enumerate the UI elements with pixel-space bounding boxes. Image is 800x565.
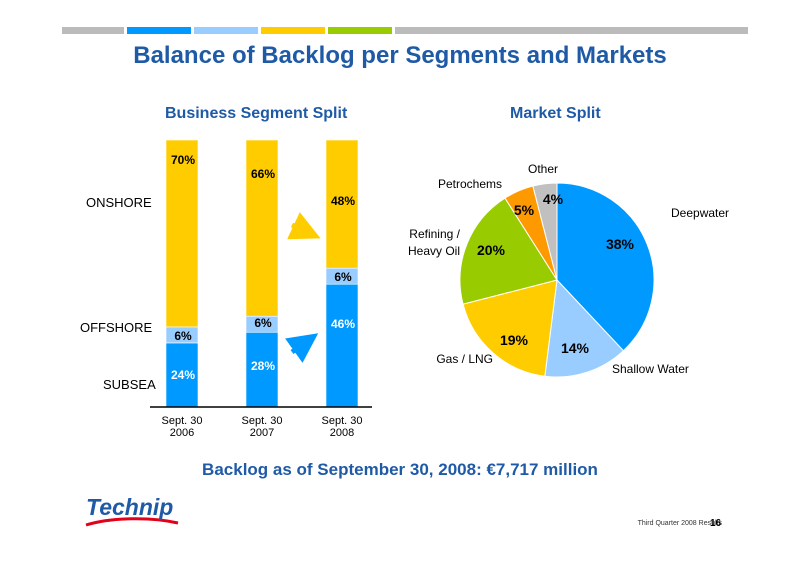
pie-name-label-2-0: Gas / LNG xyxy=(436,352,493,366)
x-tick-label-0-1: 2006 xyxy=(170,427,194,439)
bar-label-onshore-0: 70% xyxy=(171,153,195,167)
x-tick-label-2-0: Sept. 30 xyxy=(322,415,363,427)
pie-value-label-2: 19% xyxy=(500,332,529,348)
x-tick-label-0-0: Sept. 30 xyxy=(162,415,203,427)
bar-label-offshore-2: 6% xyxy=(334,270,352,284)
bar-label-onshore-1: 66% xyxy=(251,167,275,181)
pie-slice-other xyxy=(532,182,558,281)
page-title: Balance of Backlog per Segments and Mark… xyxy=(133,42,667,69)
bar-segment-gray-long xyxy=(395,27,748,34)
subsea-label: SUBSEA xyxy=(103,377,156,392)
market-split-title: Market Split xyxy=(510,105,601,122)
bar-label-offshore-1: 6% xyxy=(254,316,272,330)
bar-subsea-2 xyxy=(325,283,359,408)
pie-value-label-3: 20% xyxy=(477,242,506,258)
technip-logo: Technip xyxy=(82,493,182,534)
bar-label-onshore-2: 48% xyxy=(331,194,355,208)
bar-segment-green xyxy=(328,27,392,34)
pie-slice-deepwater xyxy=(556,182,655,352)
bar-label-subsea-1: 28% xyxy=(251,359,275,373)
pie-slice-gas-lng xyxy=(462,279,558,377)
onshore-trend-arrow-icon xyxy=(287,212,321,240)
onshore-label: ONSHORE xyxy=(86,195,152,210)
pie-name-label-5-0: Other xyxy=(528,162,558,176)
pie-value-label-0: 38% xyxy=(606,236,635,252)
bar-segment-gray xyxy=(62,27,124,34)
bar-onshore-0 xyxy=(165,139,199,328)
bar-segment-lightblue xyxy=(194,27,258,34)
pie-value-label-1: 14% xyxy=(561,340,590,356)
header-color-bar xyxy=(62,27,748,34)
footer-text: Third Quarter 2008 Results xyxy=(637,520,722,527)
pie-name-label-3-0: Refining / xyxy=(409,227,460,241)
x-tick-label-1-0: Sept. 30 xyxy=(242,415,283,427)
pie-name-label-0-0: Deepwater xyxy=(671,206,729,220)
x-tick-label-2-1: 2008 xyxy=(330,427,354,439)
backlog-summary: Backlog as of September 30, 2008: €7,717… xyxy=(202,460,598,479)
bar-label-offshore-0: 6% xyxy=(174,329,192,343)
logo-text: Technip xyxy=(86,494,173,520)
pie-name-label-3-1: Heavy Oil xyxy=(408,244,460,258)
x-tick-label-1-1: 2007 xyxy=(250,427,274,439)
bar-onshore-2 xyxy=(325,139,359,269)
pie-slice-shallow-water xyxy=(544,278,625,378)
subsea-trend-arrow-icon xyxy=(285,333,319,363)
pie-value-label-4: 5% xyxy=(514,202,535,218)
bar-label-subsea-0: 24% xyxy=(171,368,195,382)
bar-segment-yellow xyxy=(261,27,325,34)
bar-label-subsea-2: 46% xyxy=(331,317,355,331)
pie-value-label-5: 4% xyxy=(543,191,564,207)
pie-slice-refining-heavy-oil xyxy=(459,197,558,305)
pie-name-label-4-0: Petrochems xyxy=(438,177,502,191)
pie-name-label-1-0: Shallow Water xyxy=(612,362,689,376)
offshore-label: OFFSHORE xyxy=(80,320,153,335)
page-number: 16 xyxy=(710,518,722,529)
market-pie-chart: 38% Deepwater 14% Shallow Water 19% Gas / LNG… xyxy=(408,162,729,378)
technip-logo-icon: Technip xyxy=(85,494,179,527)
segment-split-title: Business Segment Split xyxy=(165,105,348,122)
bar-segment-blue xyxy=(127,27,191,34)
bar-onshore-1 xyxy=(245,139,279,317)
